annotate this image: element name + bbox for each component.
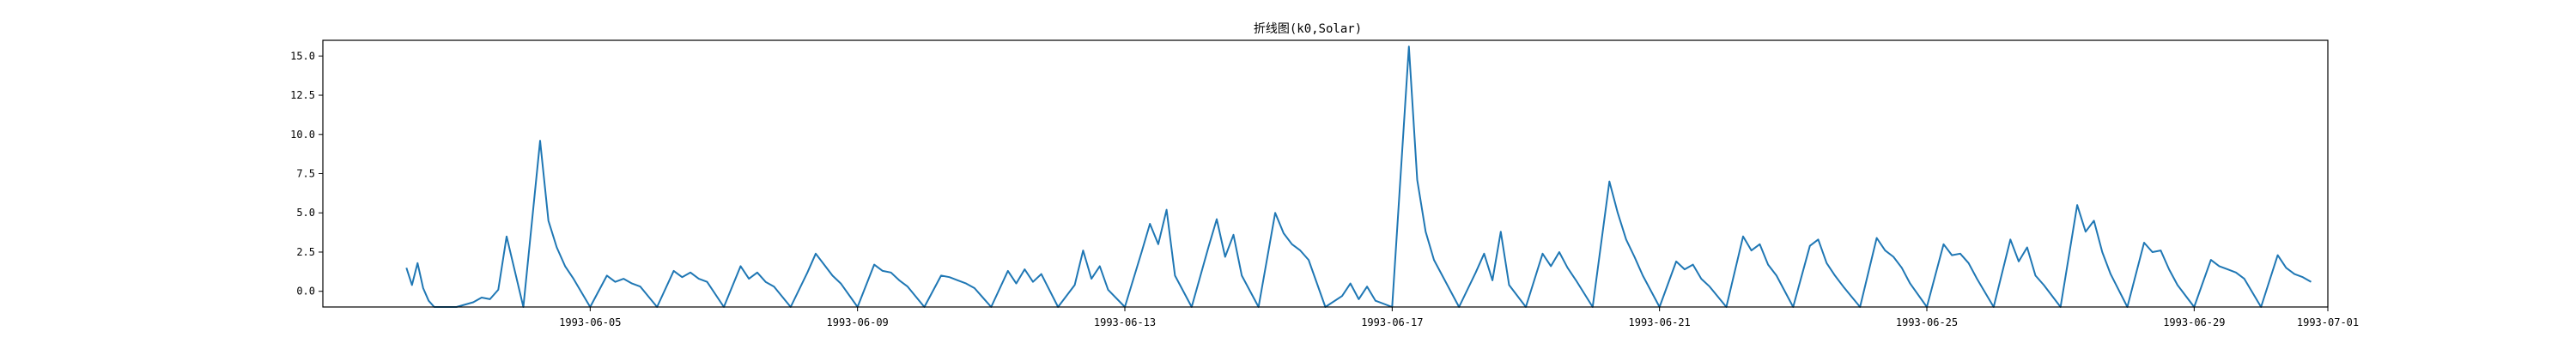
x-tick-label: 1993-06-21 [1629, 316, 1691, 328]
x-tick-label: 1993-07-01 [2297, 316, 2359, 328]
x-axis: 1993-06-05 1993-06-09 1993-06-13 1993-06-17… [559, 307, 2359, 328]
y-tick-label: 12.5 [290, 89, 315, 101]
y-tick-label: 2.5 [296, 246, 315, 258]
y-tick-label: 5.0 [296, 207, 315, 219]
y-tick-label: 10.0 [290, 129, 315, 141]
x-tick-label: 1993-06-17 [1361, 316, 1423, 328]
y-tick-label: 0.0 [296, 286, 315, 298]
x-tick-label: 1993-06-13 [1094, 316, 1156, 328]
y-tick-label: 7.5 [296, 168, 315, 180]
x-tick-label: 1993-06-05 [559, 316, 621, 328]
x-tick-label: 1993-06-29 [2163, 316, 2225, 328]
x-tick-label: 1993-06-09 [827, 316, 889, 328]
y-tick-label: 15.0 [290, 50, 315, 62]
y-axis: 0.0 2.5 5.0 7.5 10.0 12.5 15.0 [290, 50, 323, 298]
chart-title: 折线图(k0,Solar) [1254, 22, 1362, 36]
x-tick-label: 1993-06-25 [1896, 316, 1958, 328]
